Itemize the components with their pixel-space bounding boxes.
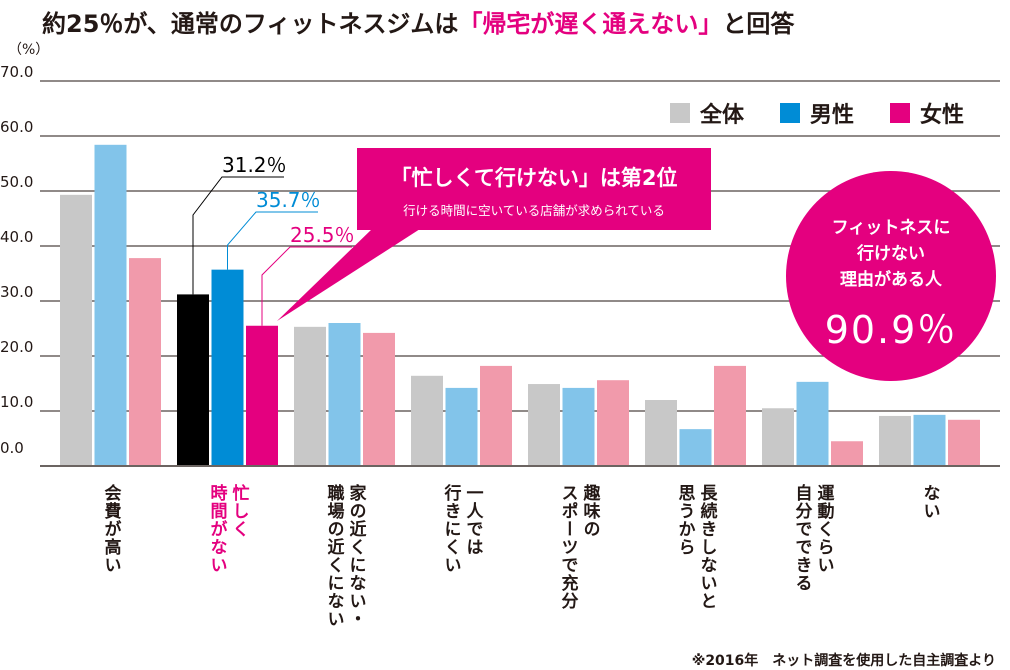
bar-female xyxy=(597,380,629,466)
annotation-label: 35.7％ xyxy=(256,188,321,212)
legend-label-all: 全体 xyxy=(700,103,745,128)
bar-female xyxy=(480,365,512,466)
bar-male xyxy=(679,429,712,466)
category-label: 忙しく 時間がない xyxy=(206,484,249,574)
callout-box: 「忙しくて行けない」は第2位 行ける時間に空いている店舗が求められている xyxy=(357,148,711,230)
y-tick-label: 40.0 xyxy=(0,228,34,246)
category-label: ない xyxy=(919,484,940,520)
y-tick-label: 50.0 xyxy=(0,173,34,191)
bar-male xyxy=(913,414,946,466)
bar-all xyxy=(762,408,794,466)
footnote: ※2016年 ネット調査を使用した自主調査より xyxy=(691,653,996,669)
chart-title: 約25％が、通常のフィットネスジムは「帰宅が遅く通えない」と回答 xyxy=(42,4,794,39)
bar-male xyxy=(94,144,127,467)
annotation-label: 25.5％ xyxy=(290,223,355,247)
bar-all xyxy=(528,384,560,466)
y-tick-label: 0.0 xyxy=(0,439,24,457)
bar-male xyxy=(796,381,829,466)
circle-line: 理由がある人 xyxy=(840,270,942,290)
callout-tail xyxy=(277,229,420,321)
category-label: 運動くらい 自分でできる xyxy=(791,484,834,592)
legend: 全体 男性 女性 xyxy=(670,97,964,129)
y-tick-label: 20.0 xyxy=(0,338,34,356)
bar-female xyxy=(246,325,278,466)
y-tick-label: 60.0 xyxy=(0,118,34,136)
bar-male xyxy=(562,387,595,466)
y-axis-unit: （%） xyxy=(8,42,50,58)
annotation-leader xyxy=(192,176,284,295)
bar-female xyxy=(363,332,395,466)
bar-male xyxy=(211,269,244,466)
bar-female xyxy=(129,258,161,466)
y-tick-label: 30.0 xyxy=(0,283,34,301)
callout-main: 「忙しくて行けない」は第2位 xyxy=(390,166,678,190)
category-label: 家の近くにない・ 職場の近くにない xyxy=(323,484,366,628)
bar-all xyxy=(411,375,443,466)
bar-all xyxy=(879,415,911,466)
callout-sub: 行ける時間に空いている店舗が求められている xyxy=(403,203,665,218)
title-text-end: と回答 xyxy=(722,10,795,38)
bar-female xyxy=(714,365,746,466)
summary-circle: フィットネスに 行けない理由がある人 90.9％ xyxy=(786,171,996,381)
legend-swatch-male xyxy=(780,103,801,123)
annotation-leader xyxy=(261,246,352,326)
annotation-leader xyxy=(227,211,318,270)
circle-line: フィットネスに xyxy=(831,218,951,238)
y-tick-label: 10.0 xyxy=(0,393,34,411)
legend-swatch-all xyxy=(670,103,690,123)
legend-label-male: 男性 xyxy=(810,103,855,128)
bar-female xyxy=(831,441,863,466)
bar-male xyxy=(328,323,361,466)
bar-all xyxy=(294,326,326,466)
circle-value: 90.9％ xyxy=(824,308,958,352)
y-tick-label: 70.0 xyxy=(0,63,34,81)
bar-female xyxy=(948,419,980,466)
legend-swatch-female xyxy=(890,103,911,123)
category-label: 会費が高い xyxy=(100,484,121,574)
bar-male xyxy=(445,387,478,466)
title-text: 約25％が、通常のフィットネスジムは xyxy=(42,10,459,38)
category-label: 一人では 行きにくい xyxy=(440,484,483,574)
circle-line: 行けない xyxy=(857,244,925,264)
category-label: 長続きしないと 思うから xyxy=(674,484,717,610)
annotation-label: 31.2％ xyxy=(222,153,287,177)
category-label: 趣味の スポーツで充分 xyxy=(557,484,600,610)
title-highlight: 「帰宅が遅く通えない」 xyxy=(458,10,723,38)
legend-label-female: 女性 xyxy=(920,103,965,128)
bar-all xyxy=(177,294,209,466)
bar-all xyxy=(60,194,92,466)
bar-all xyxy=(645,400,677,466)
